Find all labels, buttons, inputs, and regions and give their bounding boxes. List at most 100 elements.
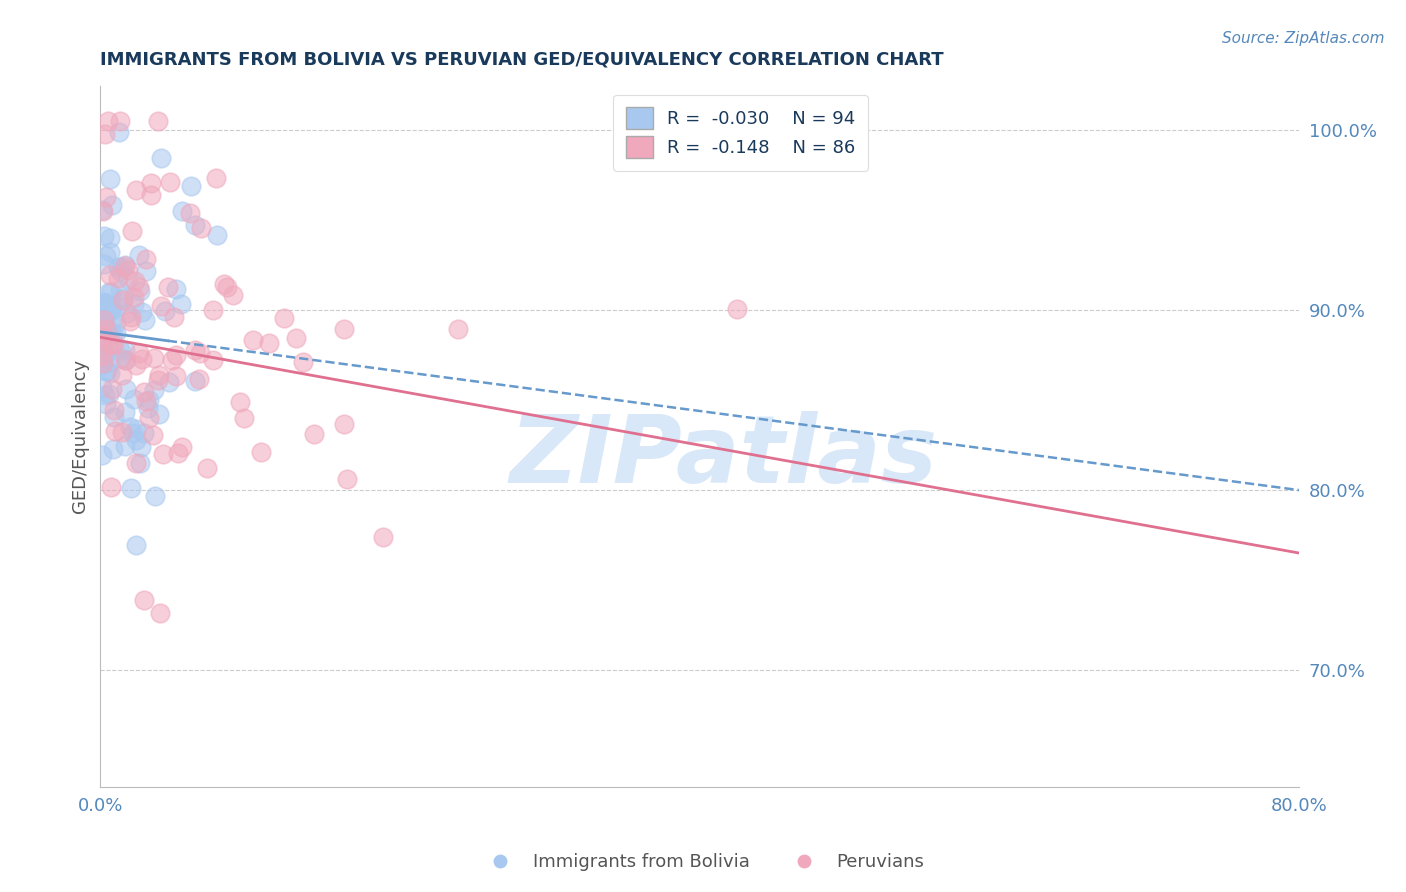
Point	[222, 287, 245, 301]
Point	[96, 364, 118, 378]
Point	[93, 229, 115, 244]
Point	[100, 318, 122, 332]
Point	[104, 424, 127, 438]
Point	[101, 338, 124, 352]
Point	[148, 407, 170, 421]
Point	[94, 347, 117, 361]
Point	[124, 274, 146, 288]
Point	[259, 336, 281, 351]
Point	[96, 364, 118, 378]
Point	[134, 312, 156, 326]
Text: ZIPatlas: ZIPatlas	[510, 411, 938, 503]
Point	[110, 283, 132, 297]
Point	[94, 322, 117, 336]
Point	[108, 263, 131, 277]
Point	[114, 439, 136, 453]
Point	[96, 323, 118, 337]
Point	[91, 299, 114, 313]
Point	[124, 433, 146, 447]
Point	[292, 354, 315, 368]
Point	[122, 392, 145, 406]
Point	[111, 291, 134, 305]
Point	[152, 447, 174, 461]
Point	[150, 299, 173, 313]
Point	[125, 456, 148, 470]
Point	[150, 151, 173, 165]
Point	[98, 302, 121, 317]
Point	[179, 206, 201, 220]
Point	[100, 285, 122, 299]
Point	[143, 489, 166, 503]
Point	[110, 368, 132, 382]
Point	[91, 304, 114, 318]
Point	[121, 224, 143, 238]
Point	[97, 326, 120, 340]
Point	[114, 352, 136, 367]
Point	[124, 183, 146, 197]
Point	[103, 403, 125, 417]
Point	[129, 456, 152, 470]
Point	[333, 417, 356, 431]
Point	[97, 114, 120, 128]
Point	[111, 425, 134, 439]
Point	[172, 441, 194, 455]
Point	[122, 297, 145, 311]
Point	[332, 322, 354, 336]
Point	[91, 315, 114, 329]
Point	[98, 244, 121, 259]
Point	[101, 326, 124, 341]
Point	[159, 175, 181, 189]
Point	[117, 263, 139, 277]
Point	[336, 472, 359, 486]
Point	[124, 422, 146, 436]
Point	[108, 114, 131, 128]
Point	[205, 170, 228, 185]
Point	[249, 445, 271, 459]
Point	[146, 373, 169, 387]
Point	[233, 411, 256, 425]
Point	[90, 349, 112, 363]
Point	[94, 296, 117, 310]
Point	[100, 172, 122, 186]
Point	[100, 382, 122, 396]
Point	[90, 202, 112, 217]
Point	[142, 428, 165, 442]
Point	[124, 290, 146, 304]
Point	[93, 356, 115, 370]
Point	[94, 127, 117, 141]
Point	[149, 606, 172, 620]
Point	[118, 420, 141, 434]
Point	[131, 305, 153, 319]
Point	[212, 277, 235, 291]
Point	[91, 335, 114, 350]
Point	[101, 303, 124, 318]
Point	[148, 368, 170, 383]
Point	[135, 263, 157, 277]
Point	[93, 349, 115, 363]
Point	[107, 125, 129, 139]
Point	[143, 383, 166, 397]
Point	[114, 343, 136, 357]
Point	[114, 258, 136, 272]
Point	[103, 409, 125, 424]
Point	[94, 190, 117, 204]
Point	[215, 280, 238, 294]
Point	[115, 306, 138, 320]
Point	[184, 343, 207, 358]
Point	[228, 395, 250, 409]
Point	[114, 405, 136, 419]
Point	[165, 369, 187, 384]
Point	[134, 385, 156, 400]
Point	[100, 480, 122, 494]
Point	[138, 411, 160, 425]
Point	[195, 461, 218, 475]
Point	[91, 315, 114, 329]
Point	[128, 346, 150, 360]
Point	[98, 268, 121, 282]
Point	[120, 310, 142, 324]
Y-axis label: GED/Equivalency: GED/Equivalency	[72, 359, 89, 513]
Point	[138, 392, 160, 407]
Point	[165, 282, 187, 296]
Point	[156, 280, 179, 294]
Point	[128, 280, 150, 294]
